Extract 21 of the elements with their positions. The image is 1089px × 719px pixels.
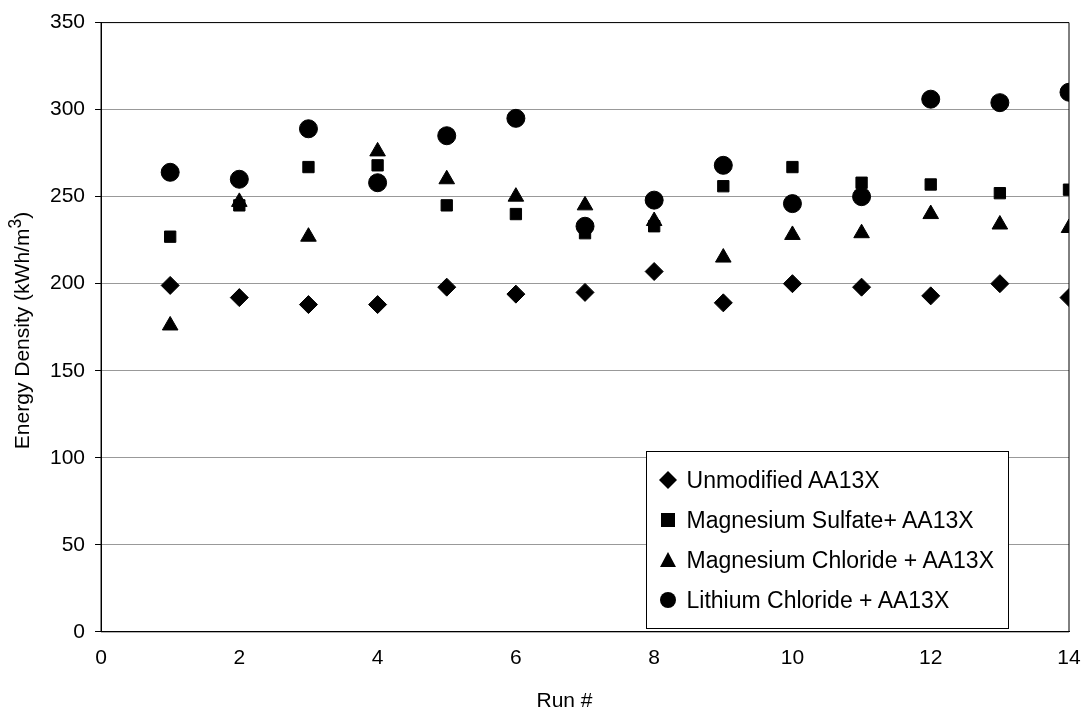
x-tick-label: 0 xyxy=(95,645,107,669)
x-tick-label: 6 xyxy=(510,645,522,669)
y-tick-label: 50 xyxy=(61,531,86,555)
legend-label: Lithium Chloride + AA13X xyxy=(686,586,950,615)
y-tick-label: 350 xyxy=(49,9,86,33)
y-tick-label: 300 xyxy=(49,96,86,120)
legend-label: Magnesium Sulfate+ AA13X xyxy=(686,506,974,535)
y-tick-label: 250 xyxy=(49,183,86,207)
x-tick-label: 8 xyxy=(648,645,660,669)
legend-label: Magnesium Chloride + AA13X xyxy=(686,546,994,575)
legend-label: Unmodified AA13X xyxy=(686,466,880,495)
x-tick-label: 4 xyxy=(371,645,384,669)
y-tick-label: 0 xyxy=(73,618,86,642)
x-tick-label: 12 xyxy=(919,645,943,669)
y-tick-label: 200 xyxy=(49,270,86,294)
y-tick-label: 150 xyxy=(49,357,86,381)
x-tick-label: 14 xyxy=(1057,645,1081,669)
x-tick-label: 10 xyxy=(780,645,805,669)
y-tick-label: 100 xyxy=(49,444,86,468)
x-axis-title: Run # xyxy=(535,688,594,712)
x-tick-label: 2 xyxy=(233,645,246,669)
